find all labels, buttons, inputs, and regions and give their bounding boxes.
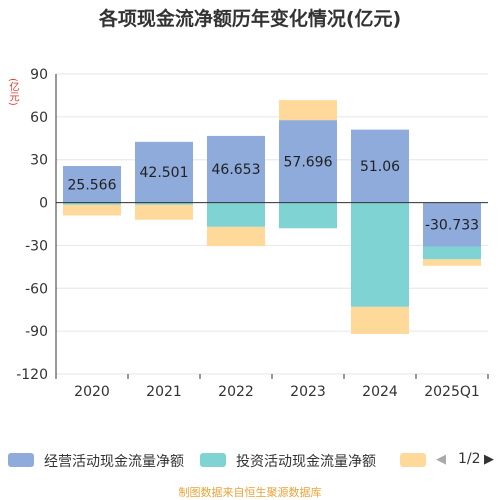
y-tick-label: -30 — [25, 238, 48, 254]
bar-investing-2023[interactable] — [279, 202, 337, 229]
data-label-2021: 42.501 — [140, 165, 189, 181]
bar-operating-2025Q1[interactable] — [423, 202, 481, 247]
legend-swatch-investing — [200, 453, 226, 467]
bar-investing-2022[interactable] — [207, 202, 265, 227]
chart-title: 各项现金流净额历年变化情况(亿元) — [98, 8, 402, 30]
data-label-2025Q1: -30.733 — [425, 218, 479, 234]
bar-operating-2020[interactable] — [63, 166, 121, 203]
bar-operating-2023[interactable] — [279, 120, 337, 203]
bar-operating-2024[interactable] — [351, 129, 409, 203]
x-tick-label: 2022 — [218, 384, 254, 400]
bar-investing-2024[interactable] — [351, 202, 409, 307]
y-tick-label: 60 — [30, 110, 48, 126]
bar-financing-2021[interactable] — [135, 204, 193, 220]
legend-label-operating: 经营活动现金流量净额 — [44, 454, 184, 470]
triangle-left-icon[interactable]: ◀ — [436, 452, 446, 467]
legend-label-investing: 投资活动现金流量净额 — [236, 454, 376, 470]
legend: 经营活动现金流量净额 投资活动现金流量净额 ◀ 1/2 ▶ — [0, 446, 500, 474]
y-tick-label: 90 — [30, 67, 48, 83]
bars — [63, 100, 481, 334]
source-note: 制图数据来自恒生聚源数据库 — [178, 486, 322, 499]
bar-financing-2025Q1[interactable] — [423, 259, 481, 266]
bar-financing-2022[interactable] — [207, 226, 265, 247]
triangle-right-icon[interactable]: ▶ — [484, 452, 494, 467]
y-tick-label: 30 — [30, 153, 48, 169]
y-tick-label: -120 — [16, 367, 48, 383]
y-tick-label: -90 — [25, 324, 48, 340]
bar-operating-2022[interactable] — [207, 135, 265, 203]
data-label-2024: 51.06 — [360, 159, 400, 175]
y-tick-label: 0 — [39, 196, 48, 212]
x-tick-label: 2025Q1 — [424, 384, 480, 400]
cash-flow-chart: 90 60 30 0 -30 -60 -90 -120 2020 2021 2022 2023 2024… — [16, 67, 489, 400]
legend-page-indicator: 1/2 — [458, 451, 481, 467]
y-axis-unit: (亿元) — [7, 78, 18, 106]
legend-swatch-operating — [8, 453, 34, 467]
bar-financing-2020[interactable] — [63, 204, 121, 216]
x-tick-label: 2024 — [362, 384, 398, 400]
bar-investing-2020[interactable] — [63, 202, 121, 205]
data-labels: 25.566 42.501 46.653 57.696 51.06 -30.733 — [68, 154, 480, 233]
bar-investing-2021[interactable] — [135, 202, 193, 205]
bar-financing-2024[interactable] — [351, 306, 409, 334]
data-label-2020: 25.566 — [68, 177, 117, 193]
bar-financing-2023[interactable] — [279, 100, 337, 121]
x-tick-label: 2023 — [290, 384, 326, 400]
x-tick-label: 2020 — [74, 384, 110, 400]
y-tick-label: -60 — [25, 281, 48, 297]
axes: 90 60 30 0 -30 -60 -90 -120 2020 2021 2022 2023 2024… — [16, 67, 489, 400]
x-tick-label: 2021 — [146, 384, 182, 400]
bar-operating-2021[interactable] — [135, 141, 193, 203]
data-label-2023: 57.696 — [284, 154, 333, 170]
legend-swatch-financing — [400, 453, 426, 467]
data-label-2022: 46.653 — [212, 162, 261, 178]
bar-investing-2025Q1[interactable] — [423, 246, 481, 260]
